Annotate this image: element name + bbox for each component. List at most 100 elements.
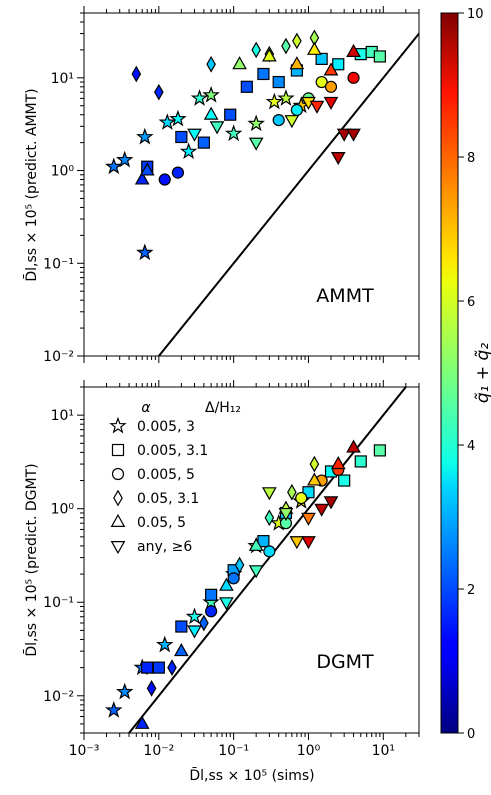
legend-entry-label: 0.005, 3.1 <box>137 443 208 459</box>
data-point-triangle-down <box>262 487 277 501</box>
y-tick-label: 10⁻¹ <box>43 256 74 272</box>
data-point-square <box>354 455 367 468</box>
y-tick-label: 10¹ <box>51 71 74 87</box>
data-point-triangle-up <box>232 56 247 70</box>
data-point-triangle-up <box>307 472 322 486</box>
data-point-star <box>265 92 284 110</box>
colorbar-ticks: 0 2 4 6 8 10 <box>458 7 484 742</box>
data-point-square <box>152 661 165 674</box>
data-point-circle <box>295 491 308 505</box>
data-point-circle <box>290 103 303 117</box>
data-point-triangle-down <box>301 536 316 550</box>
legend-marker-diamond <box>113 489 123 507</box>
data-point-triangle-down <box>336 128 352 142</box>
data-point-triangle-up <box>307 41 322 55</box>
data-point-triangle-down <box>278 507 294 522</box>
legend-marker-star <box>109 416 127 434</box>
data-point-triangle-down <box>314 503 330 517</box>
data-point-circle <box>205 605 218 618</box>
colorbar-tick-label: 6 <box>467 295 475 310</box>
y-tick-label: 10⁻² <box>43 689 74 705</box>
data-point-diamond <box>206 55 216 73</box>
top-panel-label: AMMT <box>316 285 374 307</box>
legend-entry-label: any, ≥6 <box>137 539 192 555</box>
data-point-triangle-down <box>248 137 264 151</box>
data-point-triangle-down <box>346 128 361 142</box>
colorbar-tick-label: 2 <box>467 583 475 598</box>
colorbar-label: q̃₁ + q̃₂ <box>473 343 491 403</box>
data-point-circle <box>227 572 240 585</box>
legend-entry-label: 0.05, 5 <box>137 515 186 531</box>
top-panel-plot <box>105 29 419 356</box>
bottom-panel-frame <box>83 386 420 734</box>
data-point-diamond <box>154 83 164 101</box>
data-point-square <box>272 75 285 89</box>
data-point-triangle-down <box>323 96 339 110</box>
data-point-triangle-up <box>203 106 219 120</box>
data-point-star <box>136 127 154 145</box>
x-tick-label: 10¹ <box>372 743 395 759</box>
data-point-square <box>240 80 253 93</box>
data-point-square <box>315 52 328 65</box>
data-point-star <box>277 89 295 106</box>
data-point-triangle-up <box>262 48 277 62</box>
data-point-star <box>190 89 209 106</box>
data-point-circle <box>272 113 285 127</box>
data-point-circle <box>347 71 360 84</box>
data-point-square <box>373 50 386 63</box>
data-point-triangle-up <box>173 643 189 657</box>
legend-entry-label: 0.05, 3.1 <box>137 491 199 507</box>
colorbar-tick-label: 8 <box>467 151 475 166</box>
data-point-square <box>332 58 345 71</box>
data-point-triangle-down <box>289 536 305 550</box>
x-tick-label: 10⁻³ <box>69 743 100 759</box>
bottom-y-axis-label: D̄l,ss × 10⁵ (predict. DGMT) <box>22 463 40 656</box>
data-point-triangle-down <box>284 115 300 129</box>
data-point-diamond <box>199 614 209 632</box>
data-point-diamond <box>251 41 261 59</box>
data-point-triangle-up <box>134 715 150 729</box>
data-point-square <box>175 130 188 144</box>
legend-marker-triangle-down <box>110 540 126 555</box>
top-reference-line <box>157 31 419 356</box>
top-panel-axes: 10⁻² 10⁻¹ 10⁰ 10¹ <box>43 6 420 365</box>
colorbar-tick-label: 4 <box>467 439 475 454</box>
data-point-circle <box>171 166 185 179</box>
data-point-star <box>247 114 265 132</box>
data-point-square <box>257 67 270 81</box>
data-point-triangle-down <box>309 100 325 114</box>
data-point-star <box>115 682 134 700</box>
data-point-star <box>179 142 198 160</box>
data-point-circle <box>315 75 328 89</box>
data-point-circle <box>158 173 171 186</box>
data-point-square <box>224 108 237 121</box>
data-point-star <box>115 150 134 168</box>
legend-marker-triangle-up <box>110 513 126 528</box>
data-point-star <box>185 607 204 625</box>
data-point-triangle-up <box>346 439 361 453</box>
data-point-triangle-down <box>219 597 234 611</box>
data-point-diamond <box>281 37 291 55</box>
x-axis-label: D̄l,ss × 10⁵ (sims) <box>189 766 314 784</box>
data-point-triangle-up <box>219 577 234 591</box>
data-point-square <box>338 474 351 487</box>
bottom-panel-plot <box>105 387 408 733</box>
data-point-triangle-up <box>134 171 150 185</box>
data-point-diamond <box>167 659 177 676</box>
top-y-axis-label: D̄l,ss × 10⁵ (predict. AMMT) <box>22 88 40 281</box>
data-point-triangle-up <box>139 162 155 176</box>
y-tick-label: 10¹ <box>51 408 74 424</box>
data-point-diamond <box>131 65 142 83</box>
legend-entry-label: 0.005, 5 <box>137 467 195 483</box>
data-point-diamond <box>292 32 302 50</box>
data-point-triangle-up <box>346 43 361 57</box>
y-tick-label: 10⁰ <box>51 502 75 518</box>
data-point-triangle-down <box>187 625 202 639</box>
data-point-square <box>197 136 210 149</box>
legend-marker-square <box>111 443 125 457</box>
data-point-triangle-down <box>187 128 202 142</box>
x-tick-label: 10⁰ <box>297 743 321 759</box>
data-point-triangle-up <box>289 56 305 70</box>
data-point-diamond <box>146 680 157 697</box>
